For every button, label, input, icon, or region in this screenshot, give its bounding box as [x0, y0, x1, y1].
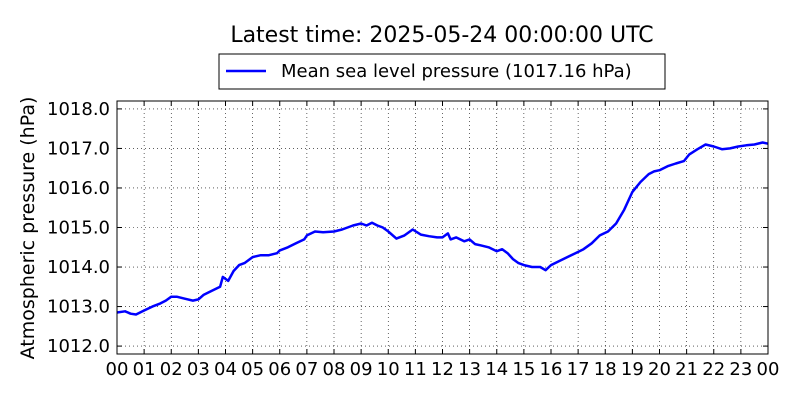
x-tick-label: 14	[485, 359, 508, 380]
x-tick-label: 13	[458, 359, 481, 380]
y-tick-label: 1013.0	[47, 297, 110, 318]
x-tick-label: 08	[323, 359, 346, 380]
x-tick-label: 17	[567, 359, 590, 380]
x-tick-label: 00	[757, 359, 780, 380]
x-tick-label: 20	[648, 359, 671, 380]
y-tick-label: 1014.0	[47, 257, 110, 278]
y-axis: 1012.0 1013.0 1014.0 1015.0 1016.0 1017.0 1018…	[47, 99, 768, 357]
x-tick-label: 01	[133, 359, 156, 380]
x-tick-label: 06	[268, 359, 291, 380]
x-tick-label: 05	[241, 359, 264, 380]
x-tick-label: 12	[431, 359, 454, 380]
y-axis-label: Atmospheric pressure (hPa)	[17, 97, 39, 360]
x-tick-label: 18	[594, 359, 617, 380]
y-tick-label: 1015.0	[47, 218, 110, 239]
x-tick-label: 10	[377, 359, 400, 380]
x-tick-label: 07	[295, 359, 318, 380]
x-tick-label: 03	[187, 359, 210, 380]
x-tick-label: 23	[729, 359, 752, 380]
legend-box	[218, 53, 666, 90]
y-tick-label: 1017.0	[47, 138, 110, 159]
plot-frame	[116, 100, 769, 355]
x-tick-label: 19	[621, 359, 644, 380]
x-tick-label: 15	[512, 359, 535, 380]
x-tick-label: 22	[702, 359, 725, 380]
legend: Mean sea level pressure (1017.16 hPa)	[218, 53, 666, 90]
legend-label: Mean sea level pressure (1017.16 hPa)	[281, 61, 632, 82]
x-axis: 00 01 02 03 04 05 06 07 08 09 10 11 12 13 14 15 16 17 18 19…	[106, 101, 780, 380]
x-tick-label: 09	[350, 359, 373, 380]
x-tick-label: 16	[540, 359, 563, 380]
y-tick-label: 1018.0	[47, 99, 110, 120]
series-line-mean-sea-level-pressure	[116, 141, 769, 316]
y-tick-label: 1016.0	[47, 178, 110, 199]
x-tick-label: 02	[160, 359, 183, 380]
x-tick-label: 00	[106, 359, 129, 380]
y-tick-label: 1012.0	[47, 336, 110, 357]
chart-title: Latest time: 2025-05-24 00:00:00 UTC	[230, 23, 653, 48]
grid	[117, 101, 768, 354]
x-tick-label: 11	[404, 359, 427, 380]
x-tick-label: 21	[675, 359, 698, 380]
x-tick-label: 04	[214, 359, 237, 380]
